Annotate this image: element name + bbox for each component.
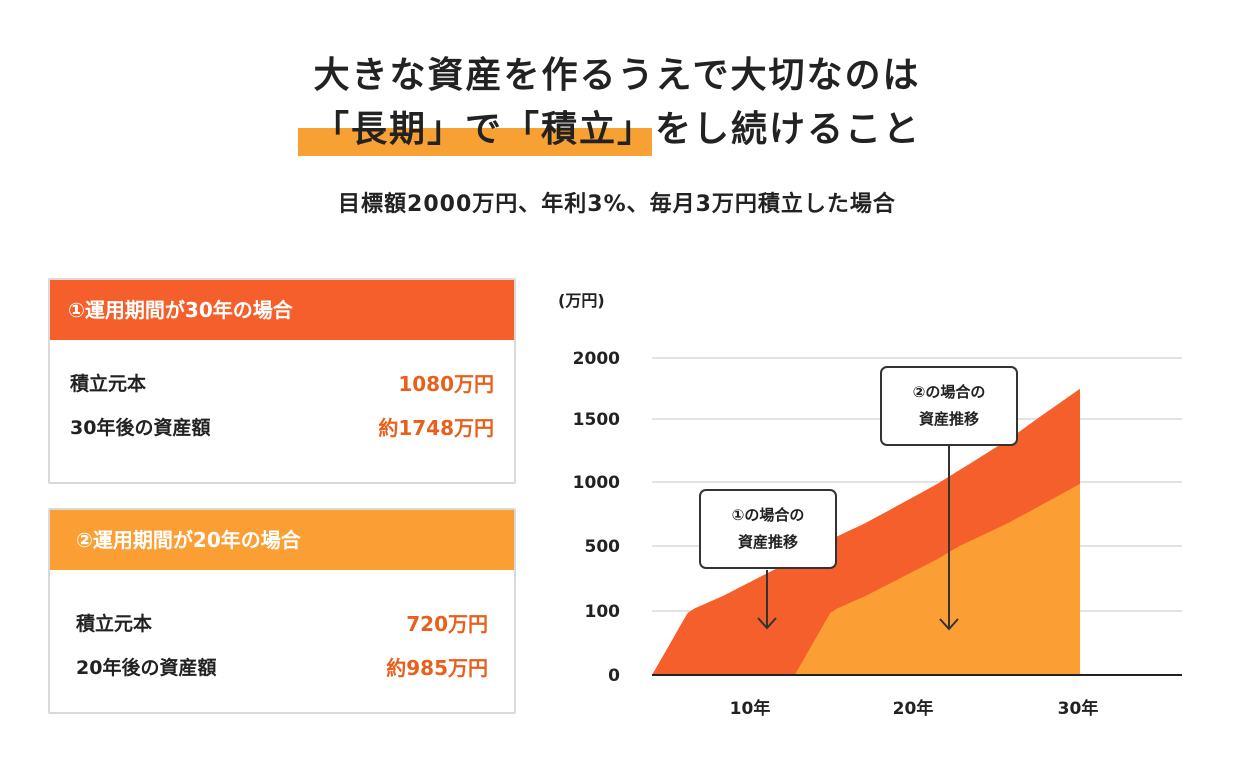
callout-series1-arrow-head-icon bbox=[757, 617, 777, 630]
row-value: 約1748万円 bbox=[378, 416, 494, 440]
row-value: 720万円 bbox=[406, 612, 488, 636]
callout-series2-text-line2: 資産推移 bbox=[919, 410, 979, 428]
card-20-row-asset: 20年後の資産額 約985万円 bbox=[50, 646, 514, 690]
callout-series1-text-line1: ①の場合の bbox=[732, 506, 805, 524]
row-value: 約985万円 bbox=[386, 656, 488, 680]
title-highlight-bar bbox=[298, 128, 652, 156]
row-label: 30年後の資産額 bbox=[70, 417, 211, 439]
page-title-line1: 大きな資産を作るうえで大切なのは bbox=[313, 55, 921, 96]
card-20-row-principal: 積立元本 720万円 bbox=[50, 602, 514, 646]
y-axis-unit-label: (万円) bbox=[558, 291, 605, 310]
x-tick-label: 30年 bbox=[1058, 698, 1099, 719]
row-label: 20年後の資産額 bbox=[76, 657, 217, 679]
row-label: 積立元本 bbox=[70, 373, 147, 395]
callout-series1-box bbox=[699, 489, 837, 569]
row-label: 積立元本 bbox=[76, 613, 153, 635]
y-tick-label: 1000 bbox=[573, 473, 620, 493]
callout-series2-box bbox=[880, 366, 1018, 446]
card-30-years-header: ①運用期間が30年の場合 bbox=[50, 280, 514, 340]
x-tick-label: 10年 bbox=[730, 698, 771, 719]
row-value: 1080万円 bbox=[398, 372, 494, 396]
card-30-years: ①運用期間が30年の場合 積立元本 1080万円 30年後の資産額 約1748万… bbox=[48, 278, 516, 484]
page-subtitle: 目標額2000万円、年利3%、毎月3万円積立した場合 bbox=[338, 192, 896, 217]
callout-series2-arrow-head-icon bbox=[939, 618, 959, 631]
card-30-row-principal: 積立元本 1080万円 bbox=[50, 362, 514, 406]
y-tick-label: 1500 bbox=[573, 410, 620, 430]
x-tick-label: 20年 bbox=[893, 698, 934, 719]
callout-series2-text-line1: ②の場合の bbox=[913, 383, 986, 401]
series-area-20-years bbox=[794, 483, 1080, 675]
y-tick-label: 0 bbox=[608, 666, 620, 686]
callout-series1-text-line2: 資産推移 bbox=[738, 533, 798, 551]
card-30-row-asset: 30年後の資産額 約1748万円 bbox=[50, 406, 514, 450]
y-tick-label: 500 bbox=[585, 537, 621, 557]
page-title-line2: 「長期」で「積立」をし続けること bbox=[312, 109, 921, 150]
y-tick-label: 2000 bbox=[573, 349, 620, 369]
y-tick-label: 100 bbox=[585, 602, 621, 622]
card-20-years: ②運用期間が20年の場合 積立元本 720万円 20年後の資産額 約985万円 bbox=[48, 508, 516, 714]
card-20-years-header: ②運用期間が20年の場合 bbox=[50, 510, 514, 570]
